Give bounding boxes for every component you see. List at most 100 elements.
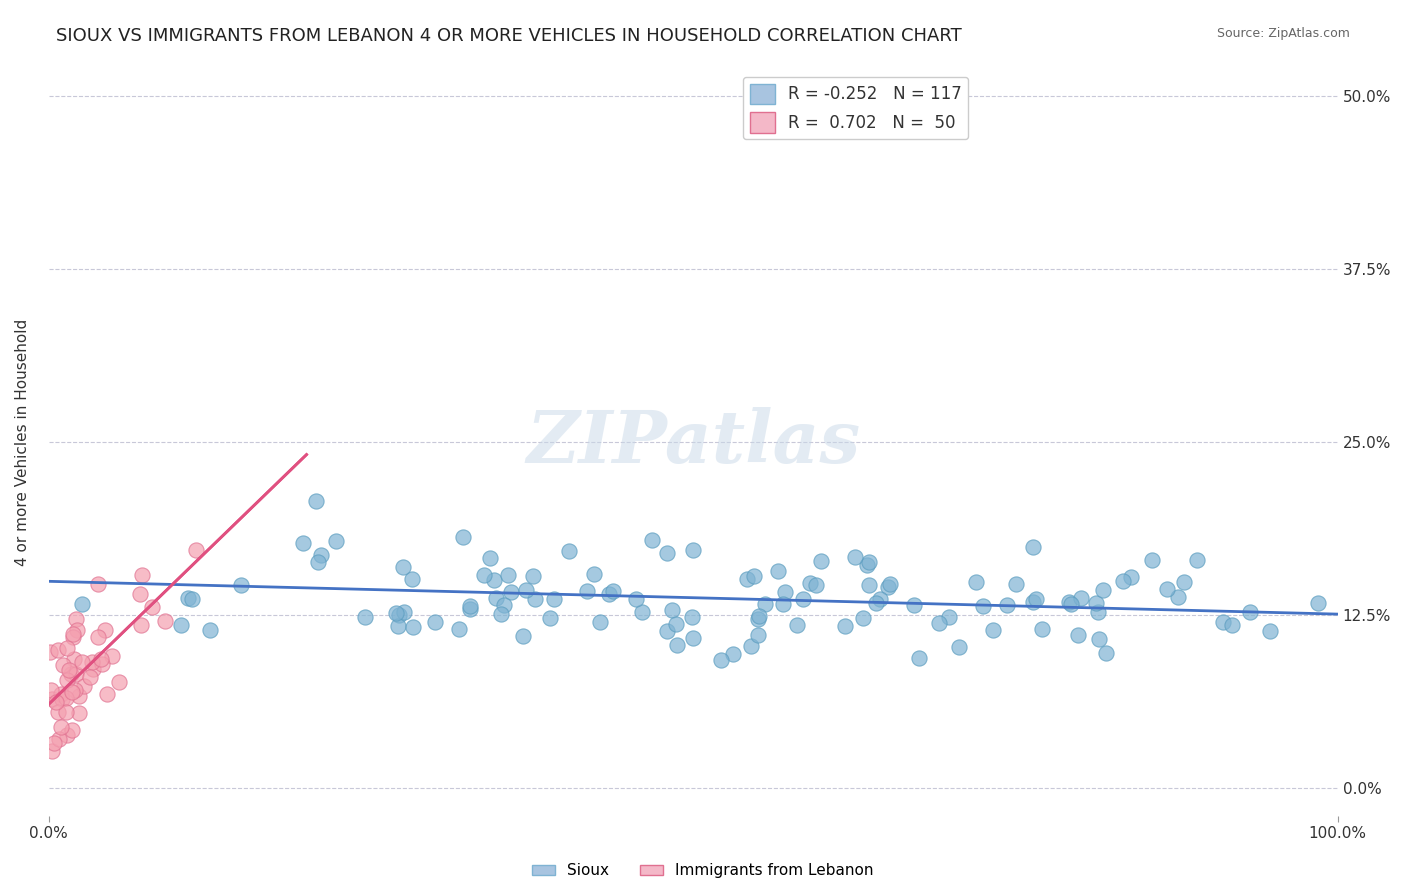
Point [786, 618, 808, 632]
Point [1084, 596, 1107, 610]
Point [80, 655, 103, 669]
Point [983, 623, 1005, 637]
Point [1088, 632, 1111, 646]
Point [170, 617, 193, 632]
Text: ZIPatlas: ZIPatlas [526, 407, 860, 478]
Point [69, 706, 91, 720]
Point [804, 578, 827, 592]
Point [1091, 583, 1114, 598]
Point [748, 608, 770, 623]
Point [1022, 595, 1045, 609]
Point [491, 607, 513, 621]
Point [522, 569, 544, 583]
Point [995, 598, 1018, 612]
Point [52, 657, 75, 672]
Point [96, 687, 118, 701]
Point [309, 548, 332, 562]
Text: Source: ZipAtlas.com: Source: ZipAtlas.com [1216, 27, 1350, 40]
Point [742, 569, 765, 583]
Point [1220, 618, 1243, 632]
Point [90, 651, 112, 665]
Point [186, 543, 208, 558]
Point [82, 662, 104, 676]
Point [1239, 605, 1261, 619]
Point [657, 624, 679, 638]
Point [775, 585, 797, 599]
Point [60, 667, 83, 681]
Point [425, 615, 447, 629]
Point [583, 567, 606, 582]
Point [1005, 577, 1028, 591]
Point [740, 639, 762, 653]
Point [869, 592, 891, 607]
Point [63, 682, 86, 697]
Point [747, 628, 769, 642]
Point [41, 683, 63, 698]
Point [129, 587, 152, 601]
Point [1140, 553, 1163, 567]
Point [965, 574, 987, 589]
Point [681, 609, 703, 624]
Point [472, 568, 495, 582]
Point [55, 705, 77, 719]
Point [451, 530, 474, 544]
Point [385, 606, 408, 620]
Point [55, 690, 77, 705]
Point [482, 574, 505, 588]
Point [1258, 624, 1281, 638]
Point [46, 705, 69, 719]
Point [388, 608, 411, 623]
Point [49, 687, 72, 701]
Point [858, 578, 880, 592]
Point [353, 610, 375, 624]
Point [641, 533, 664, 548]
Point [307, 555, 329, 569]
Point [45, 695, 67, 709]
Point [754, 597, 776, 611]
Point [79, 670, 101, 684]
Point [305, 493, 328, 508]
Point [87, 630, 110, 644]
Point [735, 572, 758, 586]
Point [70, 597, 93, 611]
Point [387, 619, 409, 633]
Point [392, 560, 415, 574]
Point [948, 640, 970, 655]
Point [91, 657, 114, 672]
Point [1022, 540, 1045, 554]
Point [392, 605, 415, 619]
Point [231, 578, 253, 592]
Point [131, 618, 153, 632]
Point [524, 592, 547, 607]
Point [1059, 597, 1081, 611]
Point [55, 673, 77, 687]
Point [858, 555, 880, 569]
Point [401, 572, 423, 586]
Point [55, 641, 77, 656]
Point [598, 587, 620, 601]
Point [602, 584, 624, 599]
Point [721, 647, 744, 661]
Point [972, 599, 994, 613]
Point [60, 723, 83, 737]
Point [799, 575, 821, 590]
Point [810, 554, 832, 568]
Point [51, 692, 73, 706]
Point [402, 620, 425, 634]
Point [94, 623, 117, 637]
Point [1070, 591, 1092, 605]
Point [498, 568, 520, 582]
Point [512, 629, 534, 643]
Point [1112, 574, 1135, 588]
Point [865, 596, 887, 610]
Point [657, 546, 679, 560]
Point [292, 535, 315, 549]
Point [180, 591, 202, 606]
Point [63, 652, 86, 666]
Point [576, 584, 599, 599]
Point [65, 666, 87, 681]
Point [60, 685, 83, 699]
Point [44, 736, 66, 750]
Point [41, 691, 63, 706]
Point [1087, 606, 1109, 620]
